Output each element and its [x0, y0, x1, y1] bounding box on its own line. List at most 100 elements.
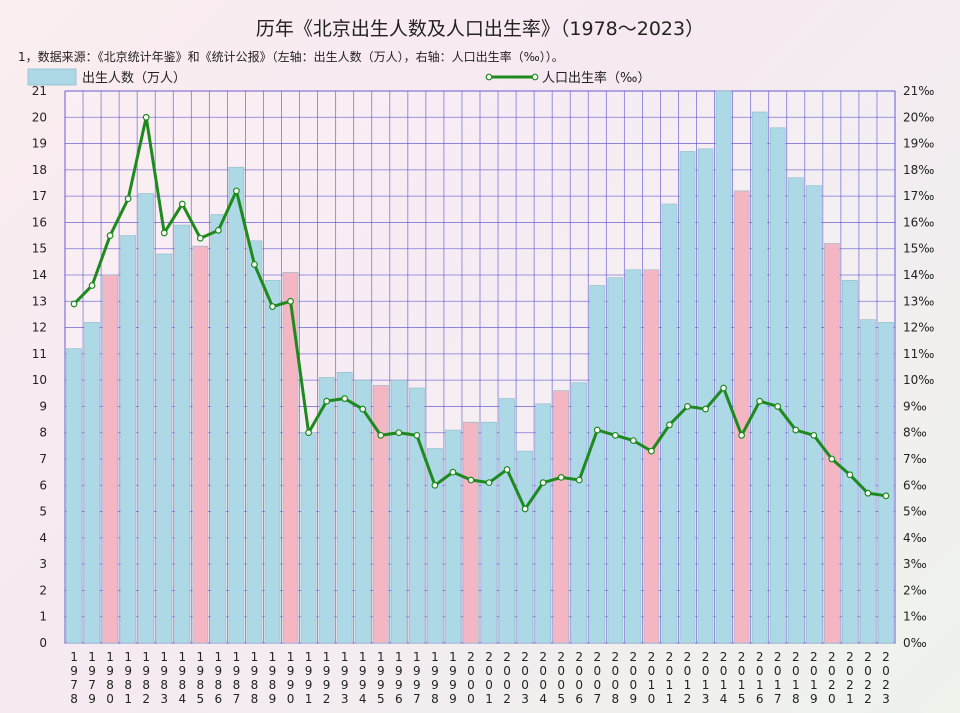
- birth-rate-point: [323, 397, 331, 405]
- left-tick-label: 0: [39, 636, 47, 650]
- bar: [336, 371, 353, 644]
- birth-rate-point: [684, 403, 691, 410]
- right-tick-label: 18‰: [903, 163, 934, 177]
- bar: [318, 377, 335, 644]
- birth-rate-point: [774, 403, 782, 410]
- bar: [715, 90, 732, 644]
- birth-rate-point: [846, 471, 854, 479]
- left-tick-label: 14: [32, 268, 47, 282]
- left-tick-label: 21: [32, 84, 47, 98]
- legend-bar-label: 出生人数（万人）: [82, 71, 186, 86]
- bar: [824, 243, 840, 644]
- birth-rate-point: [70, 300, 78, 308]
- bar: [625, 269, 642, 644]
- left-tick-label: 15: [32, 242, 47, 256]
- bar: [878, 322, 894, 644]
- birth-rate-point: [305, 429, 312, 437]
- birth-rate-point: [106, 232, 114, 239]
- bar: [589, 285, 606, 644]
- right-tick-label: 6‰: [903, 478, 927, 492]
- data-source-note: 1，数据来源：《北京统计年鉴》和《统计公报》（左轴：出生人数（万人），右轴：人口…: [18, 50, 564, 64]
- left-tick-label: 16: [32, 215, 47, 229]
- birth-rate-point: [196, 234, 204, 242]
- birth-rate-point: [756, 397, 764, 405]
- bar: [607, 277, 624, 644]
- left-tick-label: 6: [39, 478, 47, 492]
- birth-rate-point: [178, 200, 186, 208]
- bar: [571, 382, 588, 644]
- right-tick-label: 12‰: [903, 321, 934, 335]
- birth-rate-point: [251, 261, 258, 268]
- bar: [643, 269, 660, 644]
- bar: [860, 319, 876, 644]
- bar: [427, 448, 443, 644]
- birth-rate-point: [287, 297, 294, 305]
- bar: [120, 235, 136, 644]
- birth-rate-point: [593, 426, 601, 434]
- left-tick-label: 10: [32, 373, 47, 387]
- bar: [499, 398, 515, 644]
- birth-rate-point: [810, 431, 818, 439]
- right-tick-label: 15‰: [903, 242, 934, 256]
- bar: [282, 272, 299, 644]
- legend-line-marker: [531, 73, 539, 81]
- birth-rate-point: [341, 395, 349, 402]
- bar: [210, 214, 227, 644]
- legend-bar-swatch: [27, 68, 77, 86]
- bar: [535, 403, 551, 644]
- bar: [264, 279, 281, 644]
- birth-rate-point: [882, 492, 890, 500]
- bar: [192, 245, 209, 644]
- birth-rate-point: [413, 431, 421, 439]
- birth-rate-point: [666, 421, 673, 429]
- birth-rate-point: [431, 481, 439, 489]
- birth-rate-point: [160, 229, 168, 237]
- bar: [787, 177, 804, 644]
- birth-rate-point: [142, 113, 150, 121]
- legend-line-label: 人口出生率（‰）: [542, 70, 650, 86]
- birth-rate-point: [702, 405, 709, 413]
- bar: [174, 224, 191, 644]
- birth-rate-point: [864, 489, 872, 497]
- bar: [390, 379, 407, 644]
- right-tick-label: 13‰: [903, 294, 934, 308]
- bar: [751, 111, 768, 644]
- bar: [246, 240, 263, 644]
- bar: [805, 185, 822, 644]
- left-tick-label: 7: [39, 452, 47, 466]
- bar: [697, 148, 714, 644]
- bar: [156, 253, 173, 644]
- right-tick-label: 0‰: [903, 636, 927, 650]
- right-tick-label: 16‰: [903, 215, 934, 229]
- birth-rate-point: [575, 476, 583, 484]
- birth-rate-point: [828, 455, 836, 463]
- bar: [463, 421, 479, 644]
- left-tick-label: 9: [39, 399, 47, 413]
